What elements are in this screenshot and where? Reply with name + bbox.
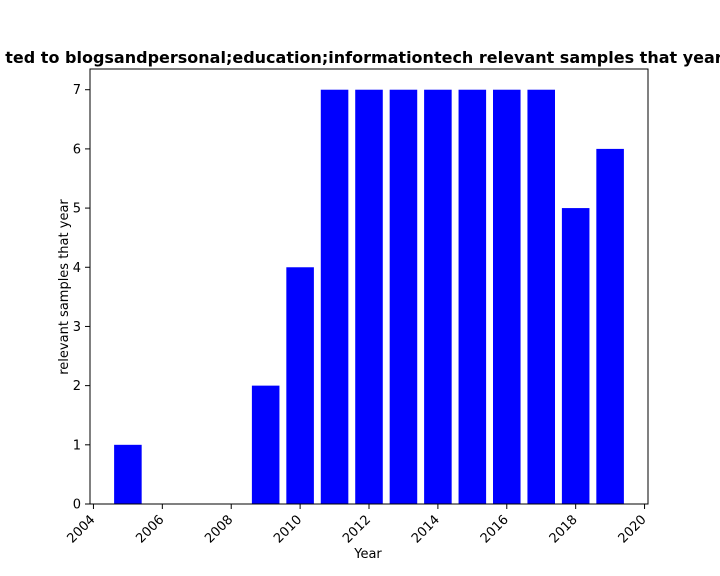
y-tick-label: 2: [73, 379, 81, 394]
y-tick-label: 6: [73, 142, 81, 157]
bar-2013: [389, 89, 418, 504]
x-axis-ticks: 2004 2006 2008 2010 2012 2014 2016 2018 2020: [64, 504, 650, 546]
plot-frame: [89, 68, 649, 505]
x-axis-label: Year: [353, 547, 382, 562]
bar-2010: [286, 267, 314, 504]
y-tick-label: 3: [73, 320, 81, 335]
y-tick-label: 5: [73, 202, 81, 217]
x-tick-label: 2014: [409, 512, 443, 546]
x-tick-label: 2012: [340, 512, 374, 546]
y-axis-label: relevant samples that year: [57, 199, 72, 375]
bars-group: [114, 89, 624, 505]
y-axis-ticks: 0 1 2 3 4 5 6 7: [73, 83, 90, 513]
chart-title: ted to blogsandpersonal;education;inform…: [5, 48, 720, 67]
x-tick-label: 2008: [202, 512, 236, 546]
bar-2014: [424, 89, 452, 504]
bar-2017: [527, 89, 555, 504]
bar-2009: [251, 385, 280, 504]
y-tick-label: 0: [73, 498, 81, 513]
bar-2012: [355, 89, 383, 504]
x-tick-label: 2010: [271, 512, 305, 546]
bar-2011: [320, 89, 349, 504]
y-tick-label: 1: [73, 438, 81, 453]
bar-2016: [493, 89, 521, 504]
x-tick-label: 2004: [64, 512, 98, 546]
x-tick-label: 2006: [133, 512, 167, 546]
bar-2018: [561, 208, 590, 504]
x-tick-label: 2018: [547, 512, 581, 546]
y-tick-label: 7: [73, 83, 81, 98]
bar-2005: [114, 444, 142, 504]
bar-2015: [458, 89, 487, 504]
y-tick-label: 4: [73, 261, 81, 276]
bar-2019: [596, 148, 624, 505]
x-tick-label: 2016: [478, 512, 512, 546]
x-tick-label: 2020: [616, 512, 650, 546]
